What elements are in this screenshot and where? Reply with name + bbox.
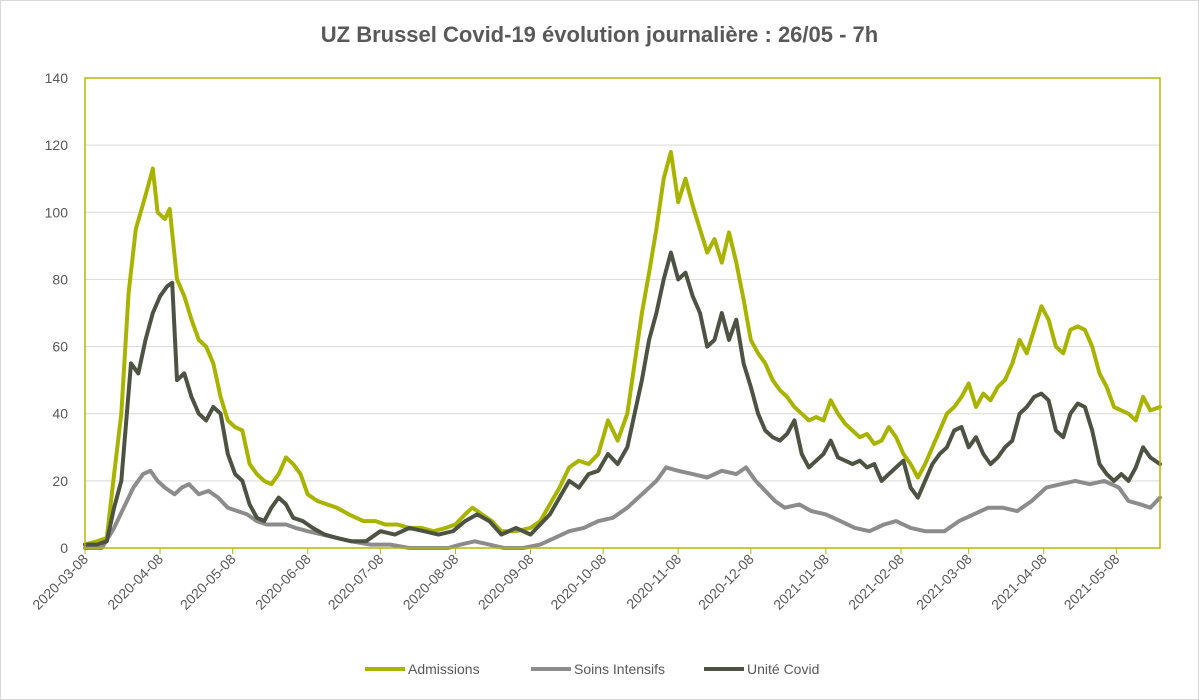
series-line-2 (83, 250, 1162, 547)
x-tick-label: 2020-07-08 (325, 551, 387, 613)
y-tick-label: 80 (52, 271, 68, 287)
x-tick-label: 2021-05-08 (1061, 551, 1123, 613)
x-axis-ticks: 2020-03-08 2020-04-08 2020-05-08 2020-06-08… (29, 548, 1123, 613)
y-tick-label: 120 (45, 137, 69, 153)
x-tick-label: 2020-05-08 (177, 551, 239, 613)
x-tick-label: 2020-06-08 (252, 551, 314, 613)
x-tick-label: 2020-03-08 (29, 551, 91, 613)
y-tick-label: 40 (52, 406, 68, 422)
x-tick-label: 2021-02-08 (845, 551, 907, 613)
series-lines (83, 149, 1162, 550)
x-tick-label: 2020-12-08 (695, 551, 757, 613)
x-tick-label: 2020-11-08 (623, 551, 684, 612)
y-tick-label: 0 (60, 540, 68, 556)
x-tick-label: 2020-09-08 (475, 551, 537, 613)
gridlines (85, 77, 1160, 482)
plot-border (84, 77, 1161, 549)
series-line-1 (83, 465, 1162, 550)
legend: Admissions Soins Intensifs Unité Covid (365, 661, 819, 677)
legend-label-1: Soins Intensifs (574, 661, 665, 677)
series-line-0 (83, 149, 1162, 547)
x-tick-label: 2021-03-08 (913, 551, 975, 613)
legend-label-2: Unité Covid (747, 661, 819, 677)
chart-title: UZ Brussel Covid-19 évolution journalièr… (320, 22, 879, 47)
legend-label-0: Admissions (408, 661, 480, 677)
x-tick-label: 2020-04-08 (104, 551, 166, 613)
x-tick-label: 2020-10-08 (547, 551, 609, 613)
x-tick-label: 2021-04-08 (988, 551, 1050, 613)
y-tick-label: 60 (52, 339, 68, 355)
y-tick-label: 20 (52, 473, 68, 489)
plot-area-border (84, 77, 1161, 549)
x-tick-label: 2021-01-08 (770, 551, 832, 613)
y-tick-label: 100 (45, 204, 69, 220)
y-tick-label: 140 (45, 70, 69, 86)
x-tick-label: 2020-08-08 (400, 551, 462, 613)
y-axis-ticks: 0 20 40 60 80 100 120 140 (45, 70, 69, 556)
